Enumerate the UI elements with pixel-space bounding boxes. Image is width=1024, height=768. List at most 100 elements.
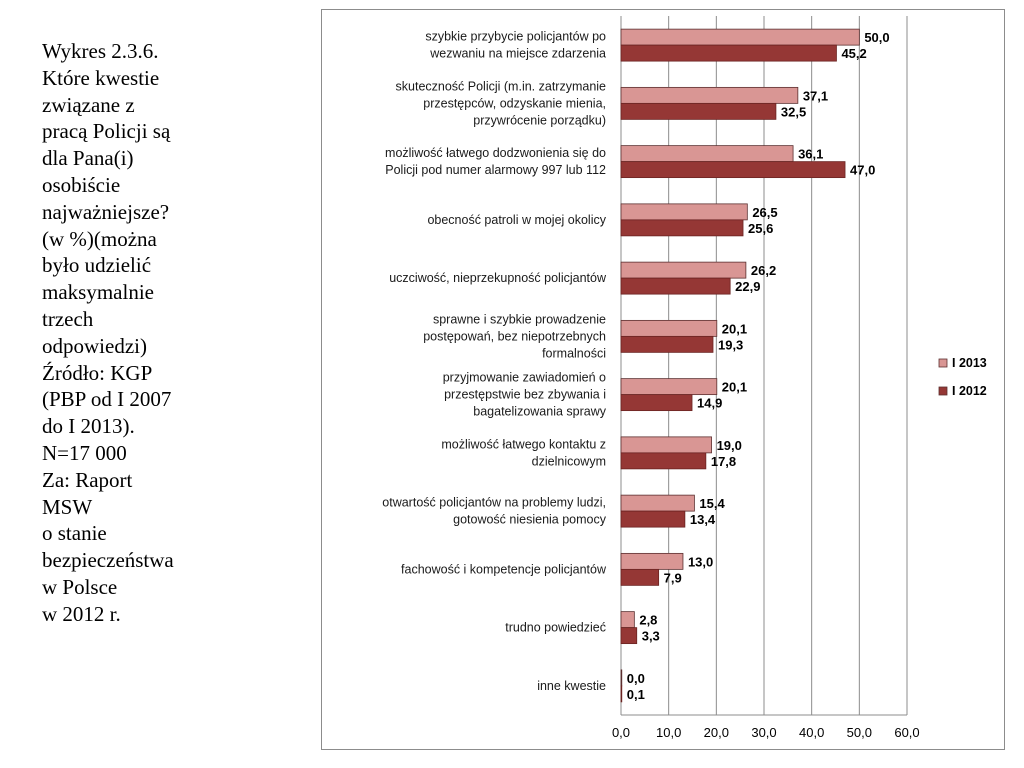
bar-2012 xyxy=(620,685,623,703)
data-label: 20,1 xyxy=(722,321,747,336)
category-label: obecność patroli w mojej okolicy xyxy=(427,213,606,227)
bar-2012 xyxy=(620,510,686,528)
caption-line: o stanie xyxy=(42,521,107,546)
x-tick-label: 50,0 xyxy=(847,725,872,740)
category-label: możliwość łatwego dodzwonienia się do xyxy=(385,146,606,160)
x-tick-label: 40,0 xyxy=(799,725,824,740)
caption-line: związane z xyxy=(42,92,135,117)
x-tick-label: 0,0 xyxy=(612,725,630,740)
bar-2012 xyxy=(620,219,744,237)
category-label: gotowość niesienia pomocy xyxy=(453,513,607,527)
data-label: 17,8 xyxy=(711,454,736,469)
category-label: szybkie przybycie policjantów po xyxy=(425,30,606,44)
caption-line: Źródło: KGP xyxy=(42,360,153,385)
caption-line: odpowiedzi) xyxy=(42,333,147,358)
bar-2013 xyxy=(620,203,748,221)
data-label: 32,5 xyxy=(781,104,806,119)
category-label: dzielnicowym xyxy=(532,454,606,468)
data-label: 36,1 xyxy=(798,147,823,162)
data-label: 25,6 xyxy=(748,221,773,236)
bar-2013 xyxy=(620,494,695,512)
caption-line: do I 2013). xyxy=(42,414,135,439)
category-label: przywrócenie porządku) xyxy=(473,113,606,127)
data-label: 45,2 xyxy=(841,46,866,61)
category-label: inne kwestie xyxy=(537,679,606,693)
bar-2012 xyxy=(620,627,638,645)
caption-line: (w %)(można xyxy=(42,226,157,251)
caption-line: osobiście xyxy=(42,172,121,197)
data-label: 3,3 xyxy=(642,629,660,644)
caption-line: Które kwestie xyxy=(42,65,160,90)
category-label: postępowań, bez niepotrzebnych xyxy=(423,329,606,343)
category-label: otwartość policjantów na problemy ludzi, xyxy=(382,496,606,510)
category-label: fachowość i kompetencje policjantów xyxy=(401,562,607,576)
bar-2013 xyxy=(620,86,799,104)
category-label: sprawne i szybkie prowadzenie xyxy=(433,312,606,326)
bar-2012 xyxy=(620,335,714,353)
bar-2013 xyxy=(620,552,684,570)
category-label: formalności xyxy=(542,346,606,360)
x-tick-label: 20,0 xyxy=(704,725,729,740)
caption-line: Wykres 2.3.6. xyxy=(42,39,159,63)
caption-line: pracą Policji są xyxy=(42,119,171,144)
caption-line: w Polsce xyxy=(42,574,118,599)
legend-label: I 2013 xyxy=(952,356,987,370)
category-label: Policji pod numer alarmowy 997 lub 112 xyxy=(385,163,606,177)
data-label: 19,3 xyxy=(718,337,743,352)
bar-2012 xyxy=(620,277,731,295)
caption-line: MSW xyxy=(42,494,93,519)
data-label: 2,8 xyxy=(639,613,657,628)
bar-2013 xyxy=(620,28,860,46)
data-label: 47,0 xyxy=(850,163,875,178)
data-label: 13,0 xyxy=(688,554,713,569)
caption-line: dla Pana(i) xyxy=(42,146,134,171)
data-label: 50,0 xyxy=(864,30,889,45)
bar-2013 xyxy=(620,261,747,279)
caption-line: trzech xyxy=(42,306,94,331)
bar-chart: 0,0 10,0 20,0 30,0 40,0 50,0 60,050,045,2szybk… xyxy=(382,16,987,740)
category-label: bagatelizowania sprawy xyxy=(473,405,606,419)
bar-2012 xyxy=(620,452,707,470)
data-label: 20,1 xyxy=(722,380,747,395)
x-tick-label: 60,0 xyxy=(894,725,919,740)
x-tick-label: 30,0 xyxy=(751,725,776,740)
category-label: przestępców, odzyskanie mienia, xyxy=(423,96,606,110)
bar-2012 xyxy=(620,568,660,586)
bar-2013 xyxy=(620,669,623,687)
caption-line: N=17 000 xyxy=(42,440,127,465)
data-label: 26,2 xyxy=(751,263,776,278)
caption-line: bezpieczeństwa xyxy=(42,548,174,573)
bar-2013 xyxy=(620,611,635,629)
category-label: przestępstwie bez zbywania i xyxy=(444,388,606,402)
data-label: 13,4 xyxy=(690,512,716,527)
caption-line: (PBP od I 2007 xyxy=(42,387,172,412)
category-label: skuteczność Policji (m.in. zatrzymanie xyxy=(396,79,607,93)
legend-label: I 2012 xyxy=(952,384,987,398)
data-label: 37,1 xyxy=(803,88,828,103)
data-label: 22,9 xyxy=(735,279,760,294)
caption-line: najważniejsze? xyxy=(42,199,170,224)
category-label: przyjmowanie zawiadomień o xyxy=(443,371,606,385)
category-label: uczciwość, nieprzekupność policjantów xyxy=(389,271,607,285)
data-label: 26,5 xyxy=(752,205,777,220)
caption-line: Za: Raport xyxy=(42,467,133,492)
category-label: wezwaniu na miejsce zdarzenia xyxy=(429,47,606,61)
bar-2012 xyxy=(620,394,693,412)
bar-2013 xyxy=(620,145,794,163)
category-label: trudno powiedzieć xyxy=(505,621,606,635)
data-label: 7,9 xyxy=(664,570,682,585)
caption-line: maksymalnie xyxy=(42,280,154,305)
bar-2012 xyxy=(620,102,777,120)
data-label: 0,1 xyxy=(627,687,645,702)
bar-2012 xyxy=(620,44,837,62)
category-label: możliwość łatwego kontaktu z xyxy=(441,437,606,451)
legend-swatch-2012 xyxy=(938,386,948,396)
bar-2013 xyxy=(620,378,718,396)
x-tick-label: 10,0 xyxy=(656,725,681,740)
caption-line: w 2012 r. xyxy=(42,601,121,626)
data-label: 19,0 xyxy=(717,438,742,453)
chart-caption: Wykres 2.3.6. Które kwestie związane z prac… xyxy=(42,38,312,628)
data-label: 0,0 xyxy=(627,671,645,686)
bar-2012 xyxy=(620,161,846,179)
bar-2013 xyxy=(620,319,718,337)
